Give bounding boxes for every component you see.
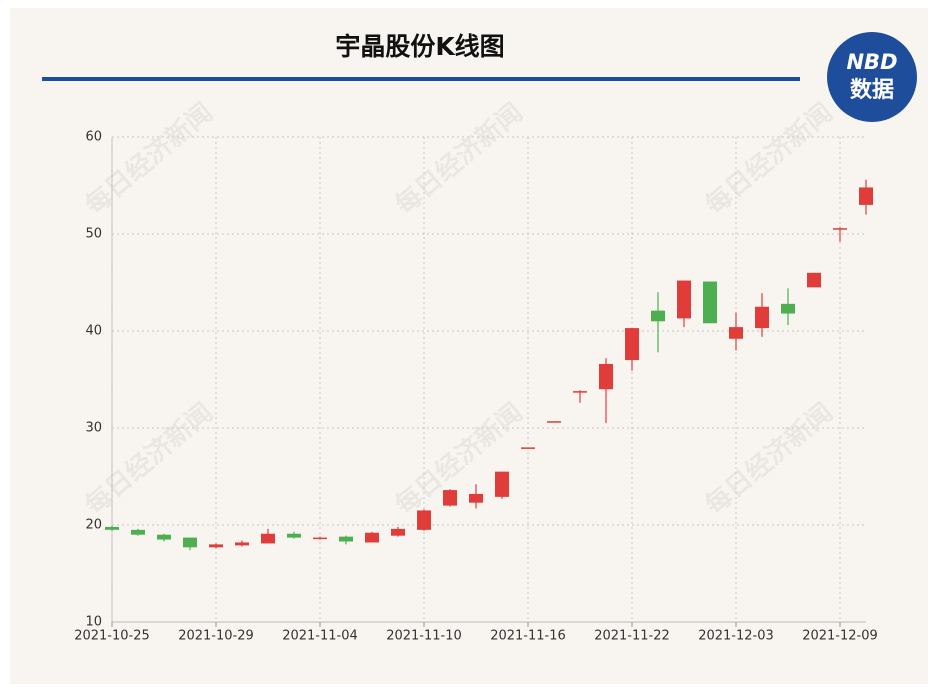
candle-body <box>313 537 327 540</box>
panel-background <box>10 8 928 684</box>
x-tick-label: 2021-11-04 <box>282 629 358 644</box>
candle-body <box>781 303 795 314</box>
candle-body <box>625 328 639 361</box>
candle-body <box>157 534 171 540</box>
y-tick-label: 50 <box>85 227 102 242</box>
candle-body <box>339 536 353 542</box>
candle-body <box>599 363 613 390</box>
plot: 10 20 30 40 50 60 2021-10-25 2021-10-29 2021-11-… <box>74 130 878 644</box>
logo-top: NBD <box>846 50 897 74</box>
candle-body <box>495 471 509 497</box>
x-tick-label: 2021-11-16 <box>490 629 566 644</box>
y-tick-label: 60 <box>85 130 102 145</box>
candle-body <box>833 228 847 230</box>
candle-body <box>703 281 717 324</box>
x-tick-label: 2021-11-22 <box>594 629 670 644</box>
y-tick-label: 40 <box>85 324 102 339</box>
candle-body <box>443 490 457 506</box>
y-tick-label: 10 <box>85 615 102 630</box>
candle-body <box>807 272 821 288</box>
candle-body <box>469 493 483 503</box>
x-tick-label: 2021-10-25 <box>74 629 150 644</box>
candle-body <box>417 510 431 530</box>
candle-body <box>521 447 535 449</box>
candle-body <box>365 532 379 543</box>
title-rule <box>42 77 800 81</box>
candle-body <box>235 542 249 546</box>
candle-body <box>651 310 665 322</box>
candle-body <box>287 533 301 538</box>
candle-body <box>131 529 145 535</box>
x-tick-label: 2021-10-29 <box>178 629 254 644</box>
x-tick-label: 2021-12-09 <box>802 629 878 644</box>
candle-body <box>755 306 769 329</box>
candle-body <box>547 421 561 423</box>
candle-body <box>261 533 275 544</box>
logo <box>827 32 917 122</box>
x-tick-label: 2021-12-03 <box>698 629 774 644</box>
candle-body <box>105 526 119 530</box>
candle-body <box>209 544 223 548</box>
x-tick-label: 2021-11-10 <box>386 629 462 644</box>
logo-bottom: 数据 <box>850 77 894 103</box>
candle-body <box>859 187 873 205</box>
y-tick-label: 30 <box>85 421 102 436</box>
y-tick-label: 20 <box>85 518 102 533</box>
candle-body <box>391 528 405 536</box>
candle-body <box>183 537 197 548</box>
chart-title: 宇晶股份K线图 <box>335 32 504 61</box>
candle-body <box>573 391 587 393</box>
candle-body <box>677 280 691 319</box>
candle-body <box>729 327 743 339</box>
